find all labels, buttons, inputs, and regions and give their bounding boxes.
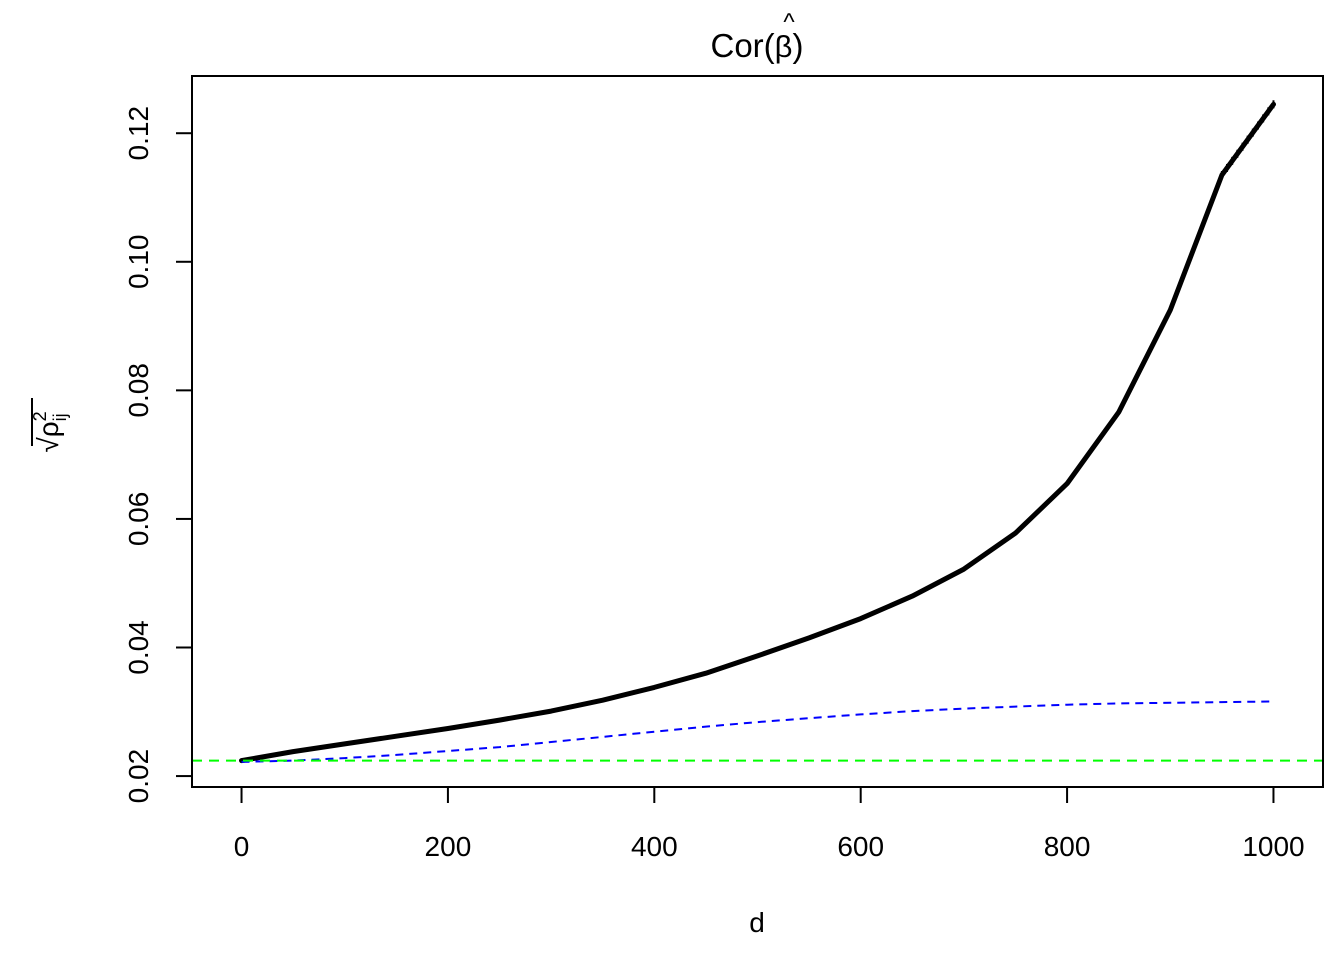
chart-title-hat: ^ bbox=[783, 9, 795, 36]
y-tick-label: 0.04 bbox=[123, 620, 154, 675]
y-tick-label: 0.02 bbox=[123, 749, 154, 804]
chart-title: Cor(β) bbox=[710, 27, 803, 64]
y-axis-label-root: √ bbox=[33, 437, 64, 453]
x-axis-label: d bbox=[749, 907, 765, 938]
series-line-blue-dashed bbox=[241, 700, 1274, 763]
x-tick-label: 1000 bbox=[1242, 831, 1304, 862]
y-tick-label: 0.10 bbox=[123, 235, 154, 290]
plot-area bbox=[192, 100, 1323, 764]
y-tick-label: 0.06 bbox=[123, 492, 154, 547]
chart-title-prefix: Cor( bbox=[710, 27, 774, 64]
y-tick-label: 0.08 bbox=[123, 363, 154, 418]
y-axis-label-rho: ρ bbox=[33, 421, 64, 437]
y-axis-label-sup: 2 bbox=[30, 411, 50, 421]
chart-title-beta: β bbox=[775, 29, 793, 64]
x-tick-label: 400 bbox=[631, 831, 678, 862]
y-axis-label-sub: ij bbox=[50, 413, 70, 421]
chart-title-suffix: ) bbox=[793, 27, 804, 64]
svg-text:√ρ2ij: √ρ2ij bbox=[30, 411, 70, 452]
x-tick-label: 800 bbox=[1044, 831, 1091, 862]
y-axis: 0.02 0.04 0.06 0.08 0.10 0.12 bbox=[123, 106, 193, 804]
series-line-black bbox=[239, 101, 1276, 764]
x-axis: 0 200 400 600 800 1000 bbox=[234, 786, 1305, 862]
x-tick-label: 0 bbox=[234, 831, 250, 862]
series-layer bbox=[192, 100, 1323, 764]
x-tick-label: 200 bbox=[425, 831, 472, 862]
x-tick-label: 600 bbox=[837, 831, 884, 862]
y-axis-label: √ρ2ij bbox=[30, 398, 70, 453]
y-tick-label: 0.12 bbox=[123, 106, 154, 161]
